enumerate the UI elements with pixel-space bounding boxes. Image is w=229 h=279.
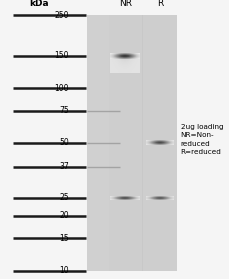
Bar — [108, 15, 142, 271]
Bar — [87, 15, 174, 271]
Bar — [87, 15, 123, 271]
Text: 10: 10 — [59, 266, 69, 275]
Text: 100: 100 — [54, 83, 69, 93]
Text: NR: NR — [118, 0, 131, 8]
Text: 20: 20 — [59, 211, 69, 220]
Text: 75: 75 — [59, 106, 69, 115]
Text: 150: 150 — [54, 51, 69, 60]
Text: R: R — [156, 0, 162, 8]
Text: 25: 25 — [59, 193, 69, 203]
Text: 15: 15 — [59, 234, 69, 243]
Text: kDa: kDa — [29, 0, 49, 8]
Text: 50: 50 — [59, 138, 69, 148]
Text: 2ug loading
NR=Non-
reduced
R=reduced: 2ug loading NR=Non- reduced R=reduced — [180, 124, 222, 155]
Text: 250: 250 — [54, 11, 69, 20]
Text: 37: 37 — [59, 162, 69, 171]
Bar — [142, 15, 176, 271]
